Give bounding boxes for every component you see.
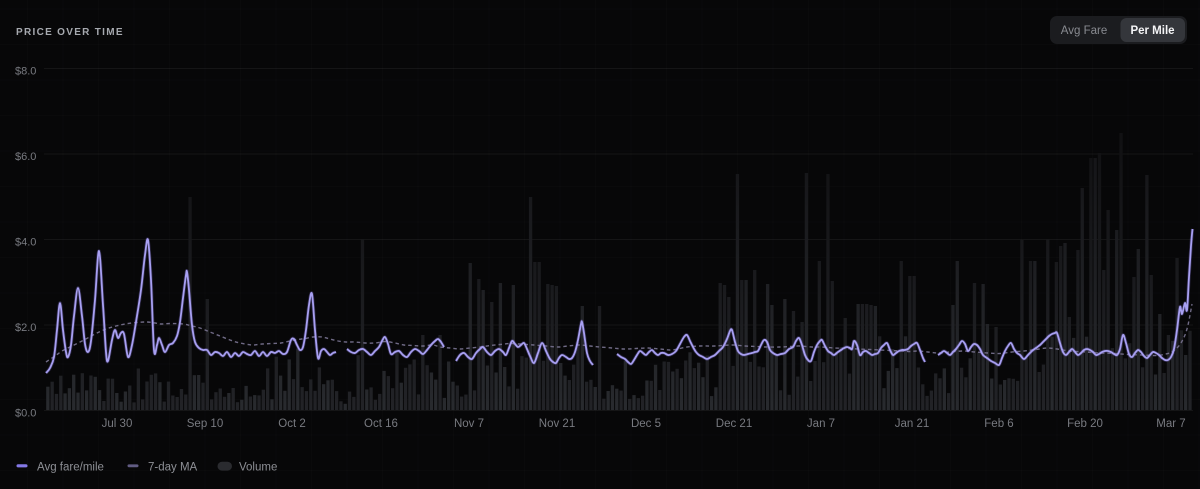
svg-text:Oct 16: Oct 16 bbox=[364, 418, 398, 430]
svg-text:Oct 2: Oct 2 bbox=[278, 418, 305, 430]
svg-text:Nov 21: Nov 21 bbox=[539, 418, 575, 430]
svg-text:Dec 5: Dec 5 bbox=[631, 418, 661, 430]
svg-text:Feb 6: Feb 6 bbox=[984, 418, 1013, 430]
svg-text:Jan 7: Jan 7 bbox=[807, 418, 835, 430]
svg-text:Mar 7: Mar 7 bbox=[1156, 418, 1185, 430]
svg-text:Feb 20: Feb 20 bbox=[1067, 418, 1103, 430]
svg-text:7-day MA: 7-day MA bbox=[148, 462, 198, 474]
svg-text:Jul 30: Jul 30 bbox=[102, 418, 133, 430]
svg-text:$2.0: $2.0 bbox=[15, 322, 36, 334]
svg-text:$0.0: $0.0 bbox=[15, 408, 36, 420]
svg-text:Nov 7: Nov 7 bbox=[454, 418, 484, 430]
svg-text:Per Mile: Per Mile bbox=[1130, 25, 1174, 37]
svg-text:Sep 10: Sep 10 bbox=[187, 418, 223, 430]
svg-text:PRICE OVER TIME: PRICE OVER TIME bbox=[16, 27, 124, 38]
svg-text:Avg fare/mile: Avg fare/mile bbox=[37, 462, 104, 474]
svg-text:$4.0: $4.0 bbox=[15, 237, 36, 249]
svg-text:Volume: Volume bbox=[239, 462, 277, 474]
svg-text:$8.0: $8.0 bbox=[15, 66, 36, 78]
svg-text:$6.0: $6.0 bbox=[15, 151, 36, 163]
svg-text:Dec 21: Dec 21 bbox=[716, 418, 752, 430]
svg-text:Avg Fare: Avg Fare bbox=[1061, 25, 1107, 37]
svg-text:Jan 21: Jan 21 bbox=[895, 418, 930, 430]
